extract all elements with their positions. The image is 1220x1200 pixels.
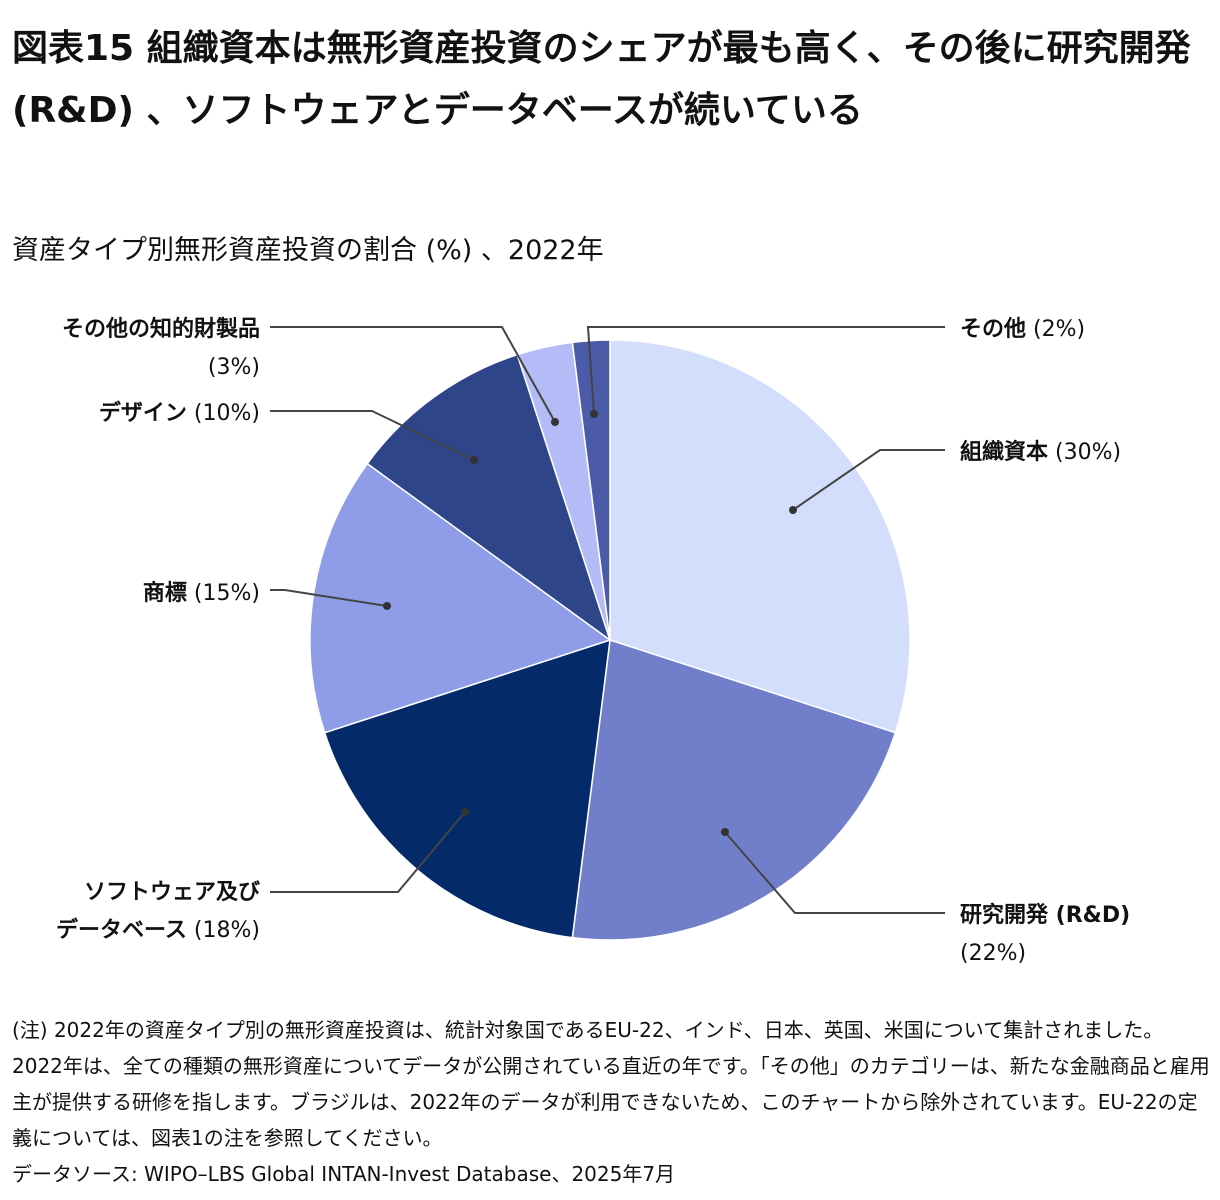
pie-slice-2 bbox=[323, 638, 611, 939]
label-other-ip: その他の知的財製品 (3%) bbox=[61, 317, 260, 380]
label-rd: 研究開発 (R&D) (22%) bbox=[960, 903, 1131, 966]
source-text: データソース: WIPO–LBS Global INTAN-Invest Dat… bbox=[12, 1162, 676, 1186]
chart-title: 図表15 組織資本は無形資産投資のシェアが最も高く、その後に研究開発 (R&D)… bbox=[12, 28, 1191, 131]
label-other: その他 (2%) bbox=[960, 317, 1086, 342]
leader-dot bbox=[590, 410, 598, 418]
leader-line-other bbox=[586, 326, 945, 415]
leader-dot bbox=[721, 828, 729, 836]
leader-dot bbox=[383, 602, 391, 610]
pie-slice-0 bbox=[609, 339, 911, 734]
pie-slice-1 bbox=[571, 639, 897, 941]
leader-line-software bbox=[270, 811, 466, 893]
pie-slice-4 bbox=[366, 353, 612, 642]
leader-line-other-ip bbox=[270, 326, 556, 423]
note-text: (注) 2022年の資産タイプ別の無形資産投資は、統計対象国であるEU-22、イ… bbox=[12, 1018, 1210, 1150]
footnotes: (注) 2022年の資産タイプ別の無形資産投資は、統計対象国であるEU-22、イ… bbox=[12, 1012, 1212, 1192]
leader-line-org-capital bbox=[792, 449, 945, 511]
label-org-capital: 組織資本 (30%) bbox=[960, 440, 1122, 465]
leader-lines bbox=[270, 326, 945, 914]
leader-line-rd bbox=[724, 831, 945, 914]
leader-dot bbox=[551, 418, 559, 426]
pie-slice-6 bbox=[571, 339, 611, 641]
label-trademark: 商標 (15%) bbox=[142, 581, 260, 606]
leader-line-trademark bbox=[270, 589, 388, 607]
label-design: デザイン (10%) bbox=[98, 401, 260, 426]
pie-slice-3 bbox=[309, 462, 612, 734]
leader-line-design bbox=[270, 410, 475, 461]
leader-dot bbox=[470, 456, 478, 464]
leader-dot bbox=[789, 506, 797, 514]
chart-subtitle: 資産タイプ別無形資産投資の割合 (%) 、2022年 bbox=[12, 235, 604, 266]
label-software: ソフトウェア及び データベース (18%) bbox=[56, 880, 260, 943]
leader-dot bbox=[461, 808, 469, 816]
